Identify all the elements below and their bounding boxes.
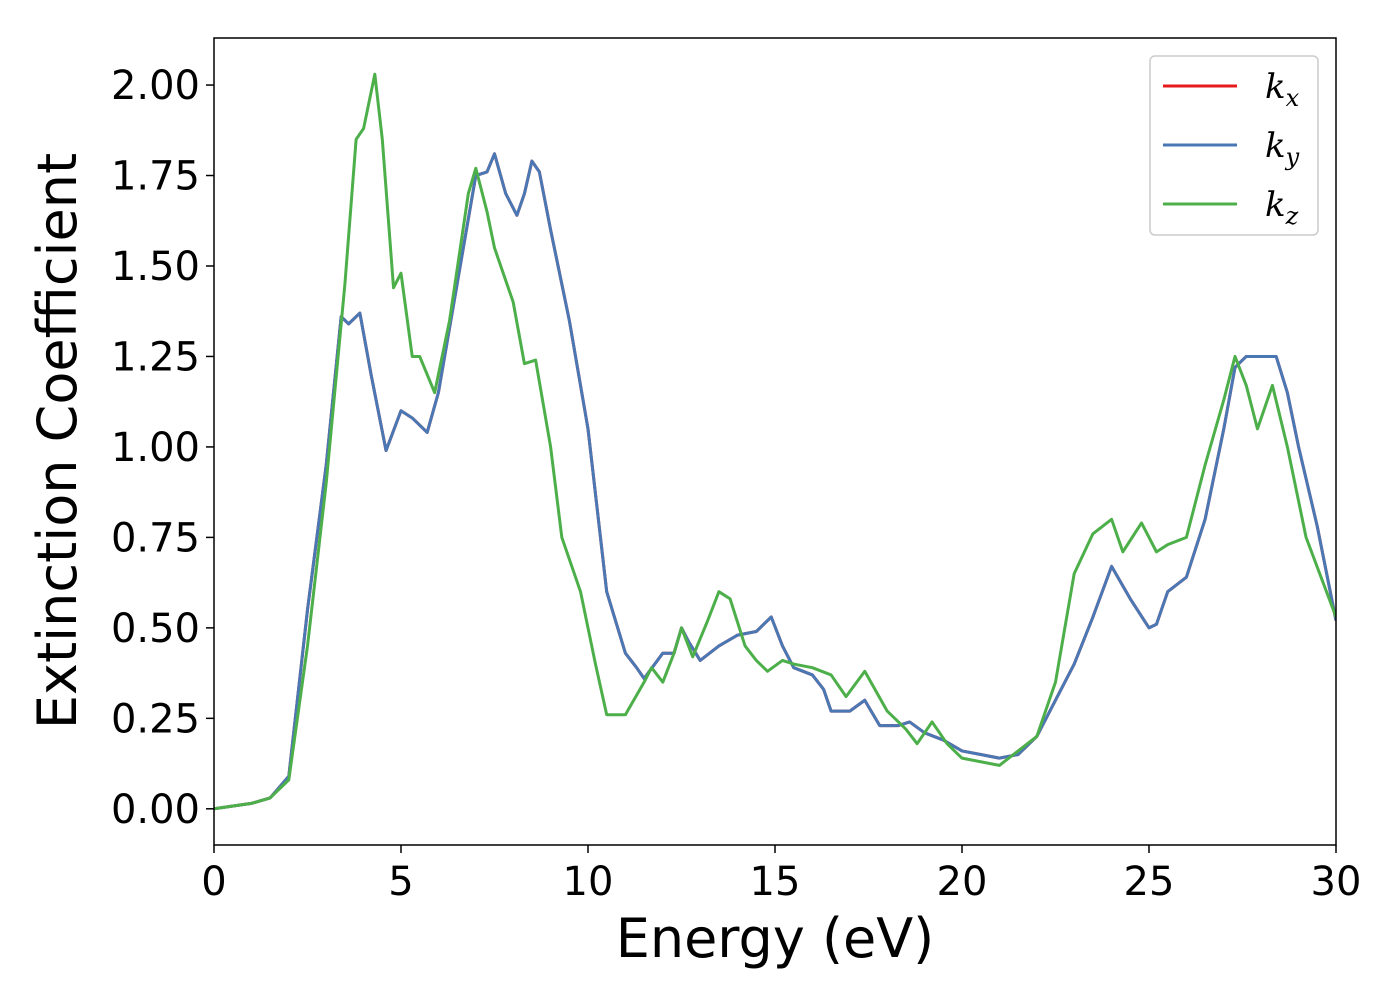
y-tick-label: 1.50	[111, 244, 200, 290]
y-tick-label: 1.75	[111, 154, 200, 200]
legend-label: ky	[1265, 126, 1300, 171]
legend-label: kz	[1265, 185, 1299, 230]
line-series	[214, 152, 1336, 811]
y-tick-label: 2.00	[111, 63, 200, 109]
y-tick-label: 0.00	[111, 787, 200, 833]
y-tick-label: 1.00	[111, 425, 200, 471]
line-series	[214, 152, 1336, 811]
x-tick-label: 15	[750, 859, 801, 905]
y-tick-label: 1.25	[111, 334, 200, 380]
x-axis-label: Energy (eV)	[616, 907, 935, 970]
plot-frame	[213, 37, 1337, 846]
y-tick-label: 0.25	[111, 696, 200, 742]
y-tick-label: 0.75	[111, 515, 200, 561]
x-tick-label: 0	[201, 859, 226, 905]
legend-label: kx	[1265, 67, 1300, 112]
line-series	[214, 72, 1336, 811]
x-tick-label: 30	[1311, 859, 1362, 905]
x-tick-label: 10	[563, 859, 614, 905]
x-tick-label: 20	[937, 859, 988, 905]
x-tick-label: 5	[388, 859, 413, 905]
y-axis-label: Extinction Coefficient	[26, 153, 89, 729]
x-tick-label: 25	[1124, 859, 1175, 905]
y-tick-label: 0.50	[111, 606, 200, 652]
